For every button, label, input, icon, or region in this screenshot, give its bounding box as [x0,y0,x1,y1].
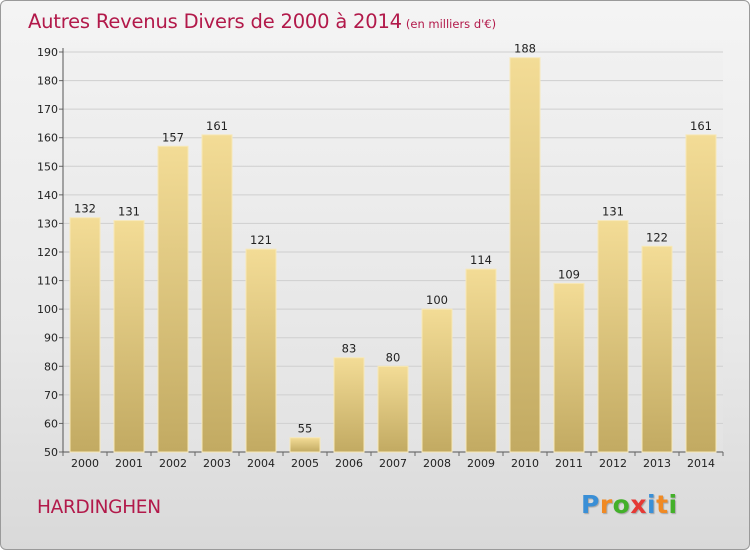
logo-letter: r [599,490,613,519]
logo-letter: i [647,490,657,519]
x-tick-label: 2008 [423,457,451,470]
y-tick-label: 100 [37,303,58,316]
y-tick-label: 60 [44,417,58,430]
bar-value-label: 161 [206,119,228,133]
bar-value-label: 83 [342,342,357,356]
x-tick-label: 2011 [555,457,583,470]
y-tick-label: 70 [44,389,58,402]
bar [201,134,233,453]
x-tick-label: 2007 [379,457,407,470]
logo-letter: x [630,490,647,519]
x-tick-label: 2006 [335,457,363,470]
bar [685,134,717,453]
logo-letter: i [668,490,678,519]
bar-value-label: 188 [514,42,536,56]
y-tick-label: 190 [37,46,58,59]
y-tick-label: 110 [37,275,58,288]
bar [597,220,629,453]
bar [157,145,189,453]
bar [113,220,145,453]
x-tick-label: 2013 [643,457,671,470]
bar [289,437,321,453]
x-tick-label: 2002 [159,457,187,470]
bar [641,245,673,453]
x-tick-label: 2012 [599,457,627,470]
bar-value-label: 121 [250,233,272,247]
x-tick-label: 2000 [71,457,99,470]
bar-value-label: 109 [558,267,580,281]
y-tick-label: 120 [37,246,58,259]
y-tick-label: 140 [37,189,58,202]
bar-value-label: 122 [646,230,668,244]
bar [553,282,585,453]
bar-value-label: 80 [386,350,401,364]
bar [333,357,365,453]
x-tick-label: 2014 [687,457,715,470]
bar [509,57,541,453]
x-tick-label: 2010 [511,457,539,470]
bar-value-label: 100 [426,293,448,307]
logo-letter: o [612,490,631,519]
bar-value-label: 157 [162,130,184,144]
y-tick-label: 80 [44,360,58,373]
x-tick-label: 2004 [247,457,275,470]
logo-letter: t [656,490,669,519]
bar-value-label: 161 [690,119,712,133]
y-tick-label: 90 [44,332,58,345]
y-tick-label: 160 [37,132,58,145]
chart-subtitle: (en milliers d'€) [405,17,497,31]
logo-letter: P [581,490,600,519]
x-tick-label: 2003 [203,457,231,470]
bar [69,217,101,453]
commune-name: HARDINGHEN [37,497,161,518]
y-tick-label: 150 [37,160,58,173]
y-tick-label: 130 [37,217,58,230]
y-tick-label: 180 [37,75,58,88]
proxiti-logo: Proxiti [581,490,678,519]
bar-value-label: 131 [602,205,624,219]
chart-title: Autres Revenus Divers de 2000 à 2014 (en … [28,10,496,33]
bar-value-label: 114 [470,253,492,267]
bar [377,365,409,453]
y-tick-label: 170 [37,103,58,116]
chart-title-text: Autres Revenus Divers de 2000 à 2014 [28,10,402,33]
bar-value-label: 55 [298,422,313,436]
bar [465,268,497,453]
bar-value-label: 132 [74,202,96,216]
bar [245,248,277,453]
bar [421,308,453,453]
bar-value-label: 131 [118,205,140,219]
x-tick-label: 2005 [291,457,319,470]
x-tick-label: 2009 [467,457,495,470]
y-tick-label: 50 [44,446,58,459]
x-tick-label: 2001 [115,457,143,470]
